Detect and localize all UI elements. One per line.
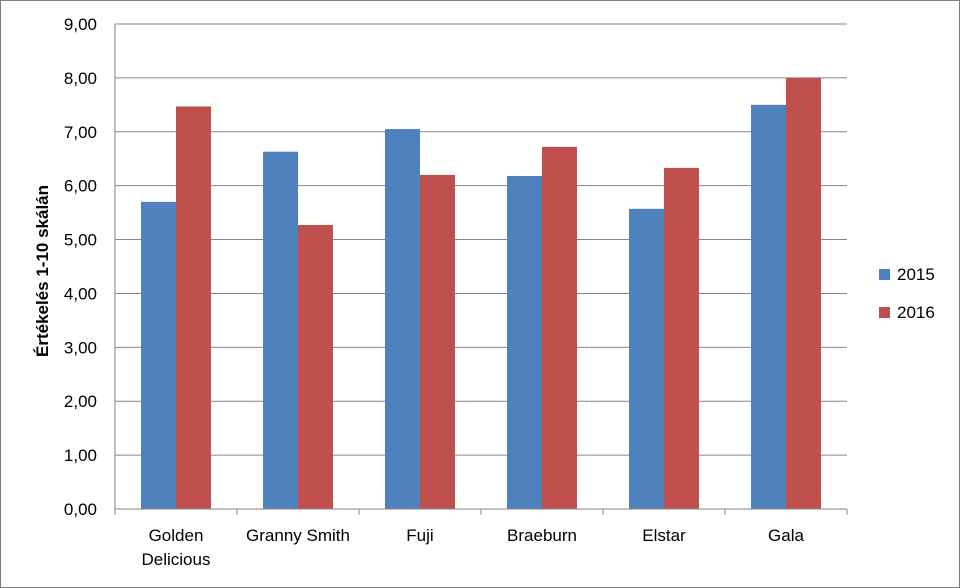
bar-2015-4 (629, 208, 664, 510)
bar-2016-0 (176, 106, 211, 509)
bar-2016-5 (786, 77, 821, 509)
x-category-label: Braeburn (507, 526, 577, 545)
bars (141, 77, 821, 510)
y-tick-label: 8,00 (64, 69, 97, 88)
bar-2015-0 (141, 201, 176, 510)
y-tick-labels: 0,00 1,00 2,00 3,00 4,00 5,00 6,00 7,00 8,00 9,00 (64, 15, 97, 519)
y-tick-label: 6,00 (64, 177, 97, 196)
y-tick-label: 3,00 (64, 338, 97, 357)
y-tick-label: 5,00 (64, 231, 97, 250)
y-tick-label: 4,00 (64, 284, 97, 303)
bar-2015-2 (385, 129, 420, 510)
y-tick-label: 2,00 (64, 392, 97, 411)
x-category-label: Gala (768, 526, 804, 545)
x-category-label: Fuji (406, 526, 433, 545)
x-category-label: Granny Smith (246, 526, 350, 545)
y-axis-label: Értékelés 1-10 skálán (33, 185, 52, 357)
bar-2015-5 (751, 104, 786, 509)
y-tick-label: 0,00 (64, 500, 97, 519)
x-category-labels: Golden Delicious Granny Smith Fuji Braeburn E… (142, 526, 805, 569)
x-category-label: Elstar (642, 526, 686, 545)
bar-2015-3 (507, 175, 542, 509)
legend-swatch-2015 (879, 269, 890, 280)
y-tick-label: 7,00 (64, 123, 97, 142)
axes (114, 24, 848, 515)
x-category-label: Golden Delicious (142, 526, 211, 569)
y-tick-label: 1,00 (64, 446, 97, 465)
legend-swatch-2016 (879, 307, 890, 318)
gridlines (115, 23, 847, 456)
legend-label-2015: 2015 (897, 265, 935, 284)
bar-2016-4 (664, 167, 699, 509)
bar-2016-3 (542, 146, 577, 509)
y-tick-label: 9,00 (64, 15, 97, 34)
legend: 2015 2016 (879, 265, 935, 322)
bar-2016-2 (420, 174, 455, 509)
bar-2015-1 (263, 151, 298, 509)
bar-2016-1 (298, 225, 333, 509)
legend-label-2016: 2016 (897, 303, 935, 322)
